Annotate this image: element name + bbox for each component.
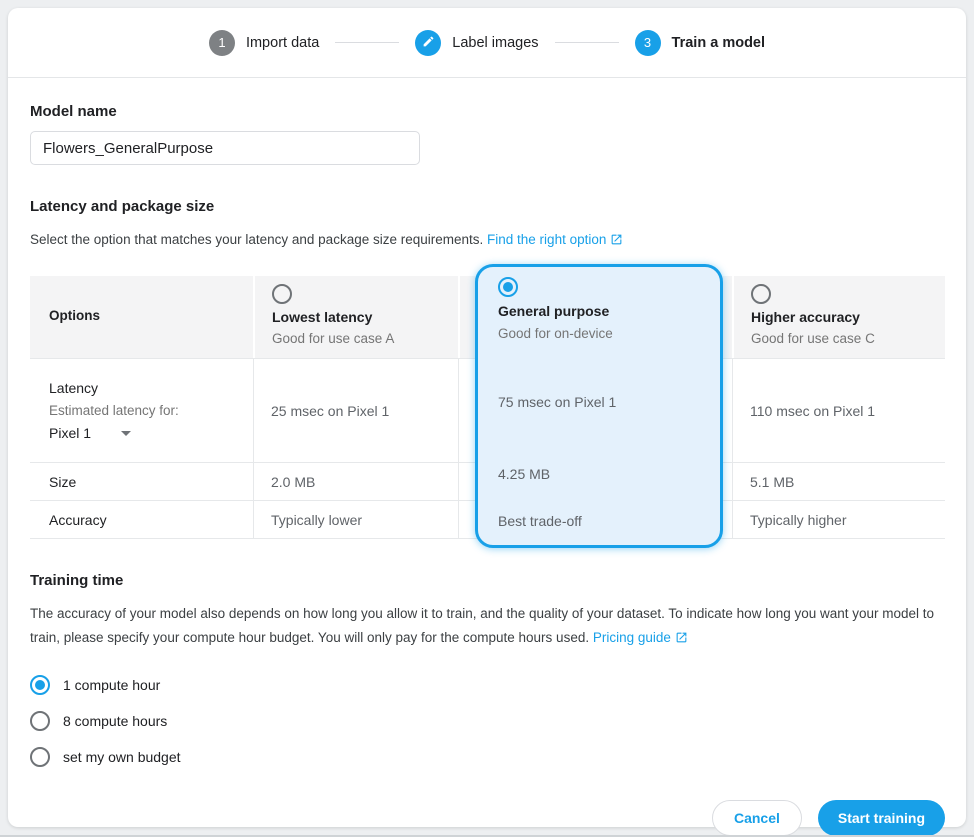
stepper-connector — [335, 42, 400, 43]
size-value-lowest: 2.0 MB — [253, 462, 458, 500]
accuracy-value-higher: Typically higher — [732, 500, 945, 538]
option-subtitle: Good for use case C — [751, 331, 875, 346]
radio-option-set-own-budget[interactable]: set my own budget — [30, 739, 944, 775]
size-value-general: 4.25 MB — [498, 466, 551, 482]
radio-label: set my own budget — [63, 749, 181, 765]
latency-description-text: Select the option that matches your late… — [30, 232, 484, 247]
arrow-drop-down-icon — [121, 430, 132, 436]
accuracy-value-general: Best trade-off — [498, 513, 582, 529]
stepper-step-train-model[interactable]: 3 Train a model — [634, 29, 766, 56]
accuracy-row-label: Accuracy — [30, 500, 253, 538]
option-column-general-purpose-selected-card[interactable]: General purpose Good for on-device 75 ms… — [475, 264, 723, 548]
step-3-label: Train a model — [671, 34, 766, 51]
latency-section-heading: Latency and package size — [30, 198, 215, 215]
one-compute-hour-radio[interactable] — [30, 675, 50, 695]
radio-label: 8 compute hours — [63, 713, 168, 729]
find-right-option-link[interactable]: Find the right option — [487, 232, 623, 247]
size-row-label: Size — [30, 462, 253, 500]
step-3-number: 3 — [643, 35, 652, 50]
option-subtitle: Good for on-device — [498, 326, 613, 341]
radio-label: 1 compute hour — [63, 677, 161, 693]
latency-section-description: Select the option that matches your late… — [30, 228, 944, 252]
option-column-higher-accuracy[interactable]: Higher accuracy Good for use case C — [732, 276, 945, 358]
set-own-budget-radio[interactable] — [30, 747, 50, 767]
training-time-heading: Training time — [30, 572, 124, 589]
higher-accuracy-radio[interactable] — [751, 284, 771, 304]
step-2-circle — [415, 29, 442, 56]
latency-row-sublabel: Estimated latency for: — [49, 403, 179, 418]
training-description-text: The accuracy of your model also depends … — [30, 606, 935, 645]
option-subtitle: Good for use case A — [272, 331, 395, 346]
lowest-latency-radio[interactable] — [272, 284, 292, 304]
step-3-circle: 3 — [634, 29, 661, 56]
radio-option-8-compute-hours[interactable]: 8 compute hours — [30, 703, 944, 739]
general-purpose-radio[interactable] — [498, 277, 518, 297]
start-training-button[interactable]: Start training — [817, 800, 945, 836]
step-1-number: 1 — [218, 35, 226, 50]
latency-value-higher: 110 msec on Pixel 1 — [732, 358, 945, 462]
latency-value-lowest: 25 msec on Pixel 1 — [253, 358, 458, 462]
device-select-dropdown[interactable]: Pixel 1 — [49, 425, 132, 441]
stepper-step-label-images[interactable]: Label images — [415, 29, 539, 56]
compute-budget-radio-group: 1 compute hour 8 compute hours set my ow… — [30, 667, 944, 775]
pencil-icon — [422, 35, 435, 51]
training-time-description: The accuracy of your model also depends … — [30, 602, 944, 650]
open-in-new-icon — [606, 232, 623, 247]
step-1-circle: 1 — [208, 29, 235, 56]
latency-value-general: 75 msec on Pixel 1 — [498, 394, 617, 410]
stepper-step-import-data[interactable]: 1 Import data — [208, 29, 320, 56]
train-model-dialog: 1 Import data Label images 3 Train a mod… — [8, 8, 966, 836]
stepper: 1 Import data Label images 3 Train a mod… — [8, 8, 966, 78]
open-in-new-icon — [671, 630, 688, 645]
options-corner-label: Options — [30, 276, 253, 358]
latency-row-label: Latency — [49, 380, 99, 396]
eight-compute-hours-radio[interactable] — [30, 711, 50, 731]
device-select-value: Pixel 1 — [49, 425, 92, 441]
latency-row-label-cell: Latency Estimated latency for: Pixel 1 — [30, 358, 253, 462]
cancel-button[interactable]: Cancel — [711, 800, 802, 836]
accuracy-value-lowest: Typically lower — [253, 500, 458, 538]
option-name: Lowest latency — [272, 309, 373, 325]
size-value-higher: 5.1 MB — [732, 462, 945, 500]
radio-option-1-compute-hour[interactable]: 1 compute hour — [30, 667, 944, 703]
option-column-lowest-latency[interactable]: Lowest latency Good for use case A — [253, 276, 458, 358]
option-name: General purpose — [498, 303, 610, 319]
options-table: Options Lowest latency Good for use case… — [30, 264, 945, 548]
step-1-label: Import data — [245, 34, 320, 51]
step-2-label: Label images — [452, 34, 539, 51]
model-name-heading: Model name — [30, 103, 117, 120]
footer-actions: Cancel Start training — [30, 800, 945, 836]
stepper-connector — [554, 42, 619, 43]
option-name: Higher accuracy — [751, 309, 860, 325]
pricing-guide-link[interactable]: Pricing guide — [593, 630, 688, 645]
model-name-input[interactable] — [30, 131, 420, 165]
